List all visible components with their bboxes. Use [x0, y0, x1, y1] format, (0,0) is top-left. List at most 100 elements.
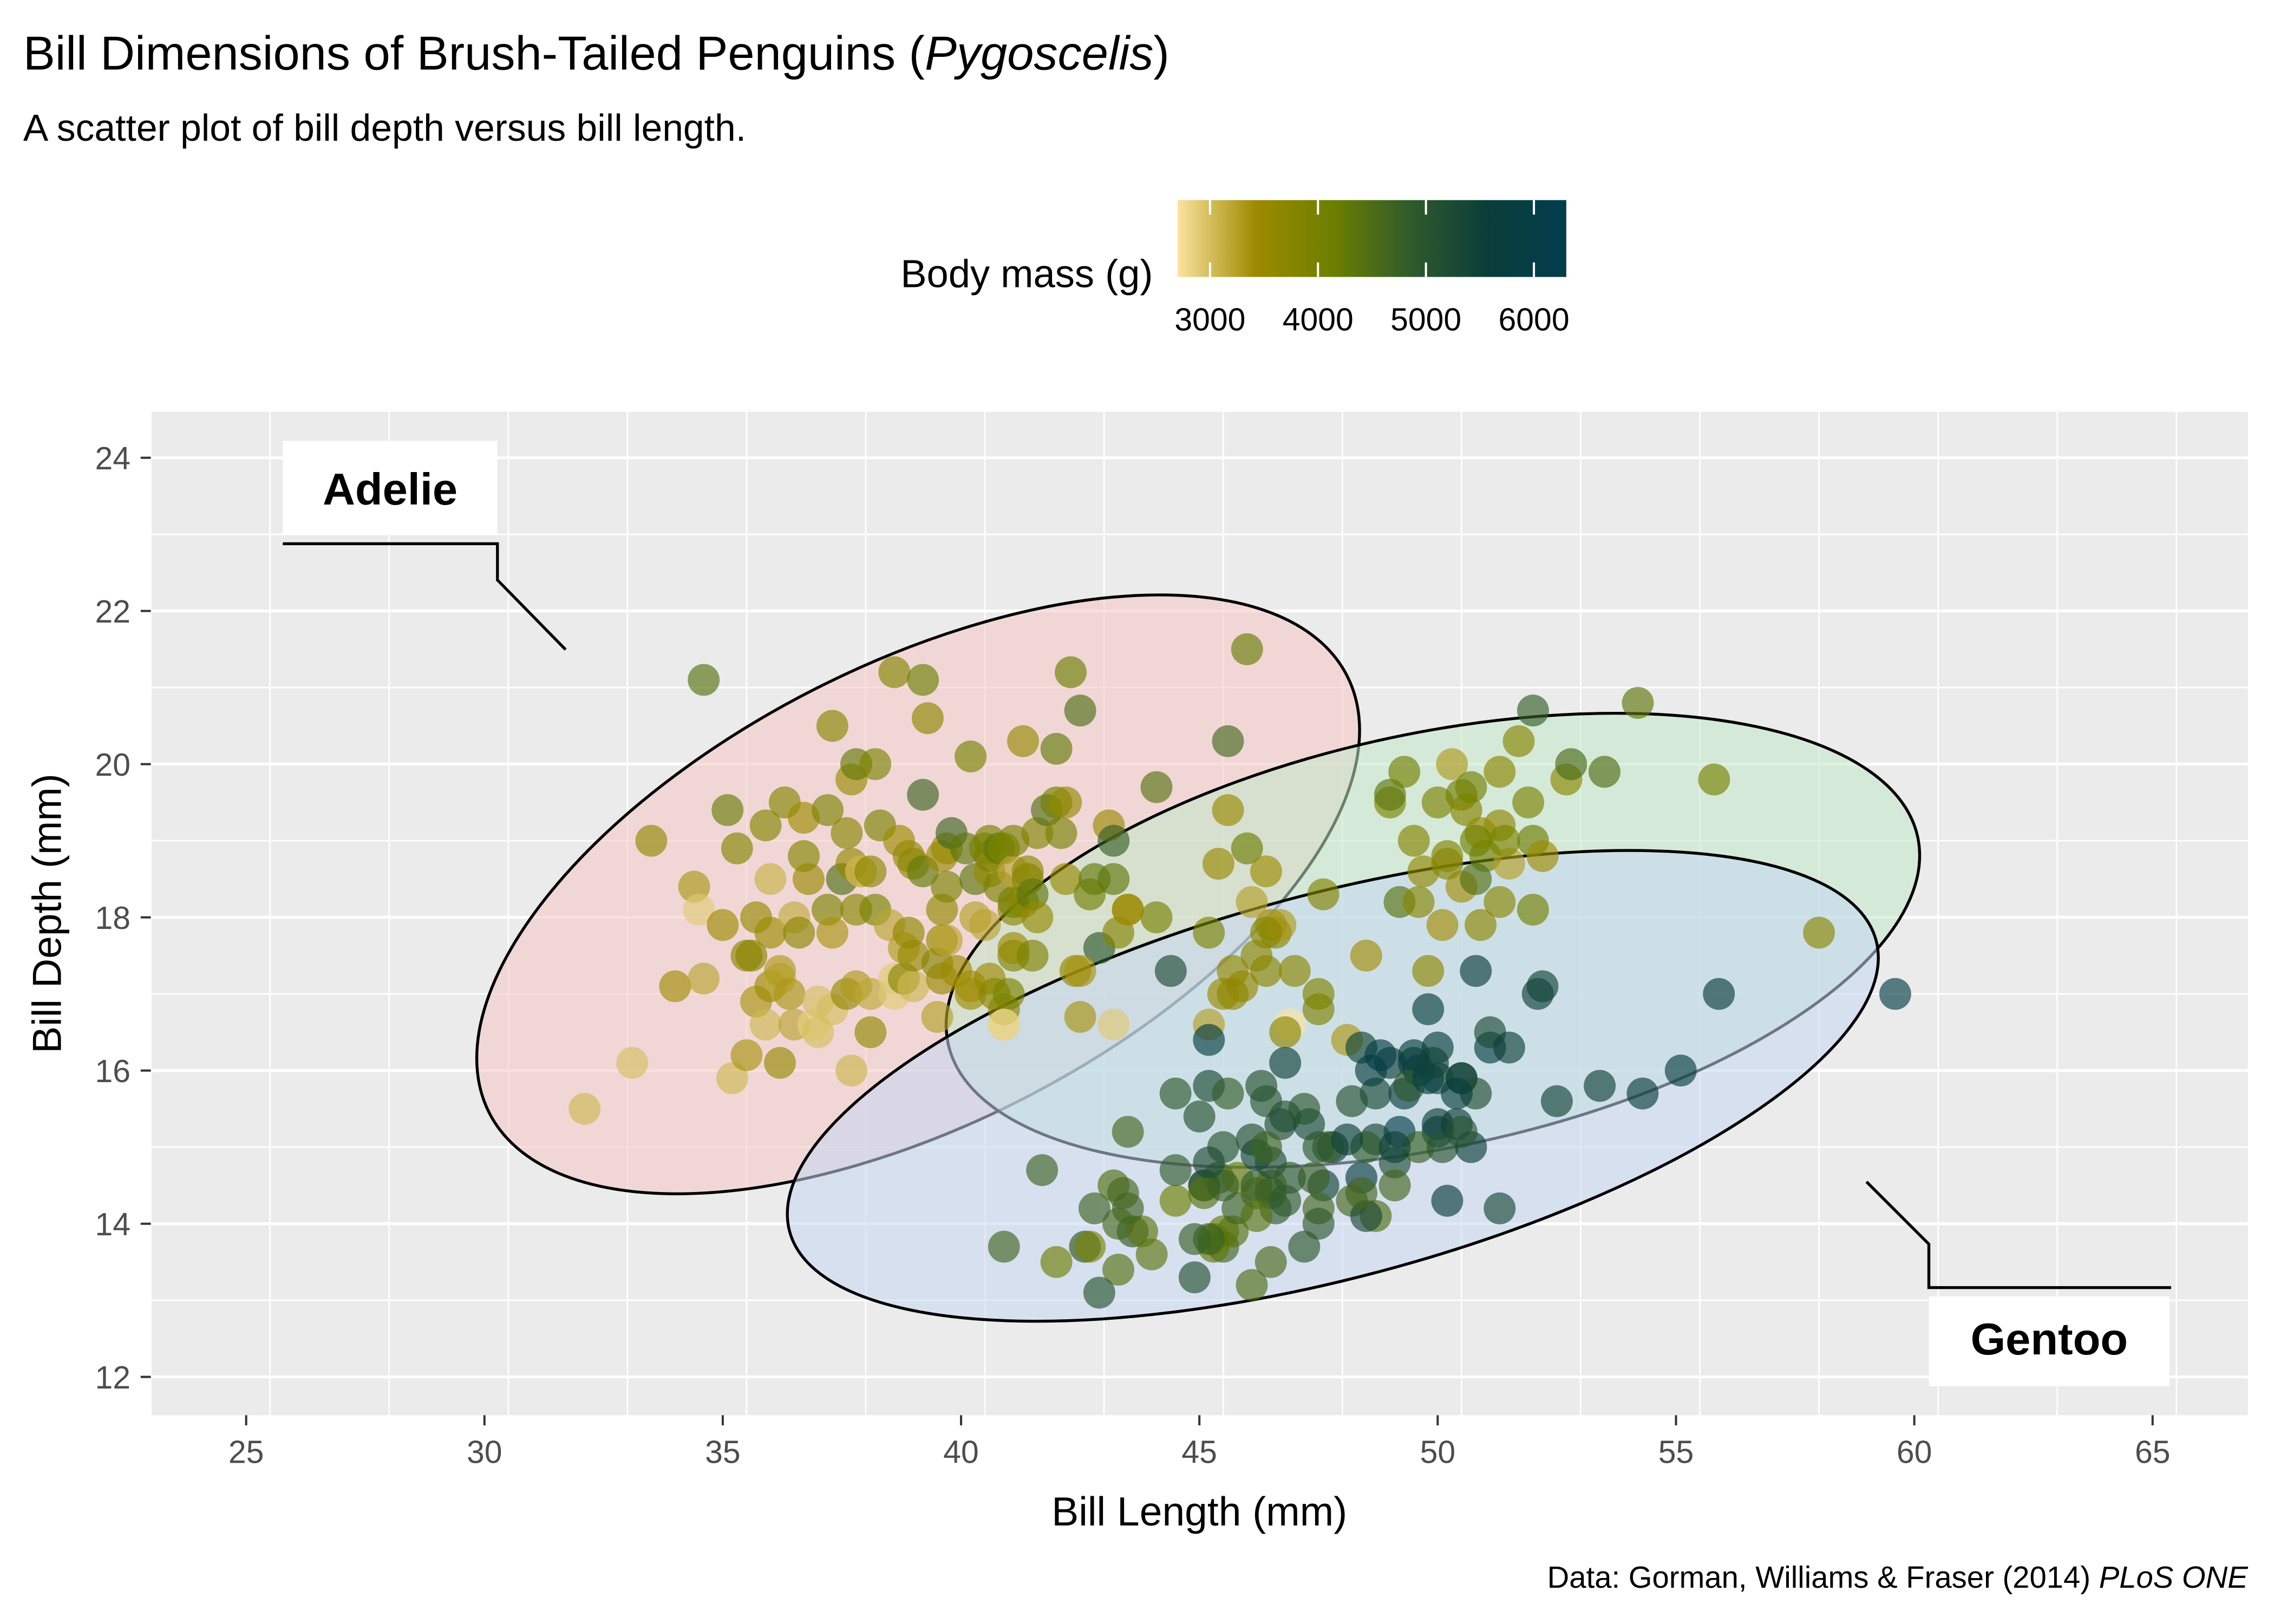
data-point: [1350, 939, 1382, 972]
data-point: [792, 863, 825, 895]
data-point: [635, 824, 668, 857]
data-point: [1455, 771, 1487, 803]
data-point: [707, 909, 739, 941]
data-point: [907, 664, 939, 696]
data-point: [1102, 1254, 1135, 1286]
data-point: [1288, 1092, 1321, 1125]
y-tick-label: 16: [95, 1054, 131, 1089]
caption-journal: PLoS ONE: [2099, 1560, 2249, 1594]
data-point: [1402, 1131, 1435, 1163]
data-point: [1250, 1085, 1282, 1117]
legend-tick-label: 6000: [1499, 303, 1570, 338]
data-point: [1102, 1208, 1135, 1240]
data-point: [1698, 763, 1730, 796]
data-point: [1050, 786, 1082, 818]
data-point: [812, 794, 844, 826]
data-point: [1484, 886, 1516, 918]
data-point: [688, 664, 720, 696]
data-point: [931, 924, 963, 957]
data-point: [1212, 794, 1244, 826]
data-point: [1250, 1131, 1282, 1163]
adelie-callout-line: [283, 542, 567, 651]
annotation-adelie: Adelie: [283, 441, 567, 651]
data-point: [835, 1055, 868, 1087]
adelie-label-box: [283, 441, 498, 534]
data-point: [1064, 695, 1096, 727]
annotation-gentoo: Gentoo: [1865, 1181, 2171, 1386]
data-point: [1397, 824, 1430, 857]
data-point: [1159, 1077, 1192, 1110]
ellipse-gentoo: [786, 849, 1880, 1323]
data-point: [955, 740, 987, 772]
data-point: [1484, 756, 1516, 788]
data-point: [1626, 1077, 1659, 1110]
data-point: [1431, 1184, 1463, 1217]
chart-subtitle: A scatter plot of bill depth versus bill…: [23, 107, 746, 149]
data-point: [1183, 1101, 1216, 1132]
data-point: [1202, 848, 1234, 880]
y-tick-label: 12: [95, 1360, 131, 1396]
data-point: [1445, 1116, 1478, 1148]
data-point: [1159, 1184, 1192, 1217]
data-point: [616, 1046, 649, 1079]
y-tick-label: 24: [95, 441, 131, 476]
data-point: [1441, 1077, 1473, 1110]
data-point: [1083, 1276, 1115, 1309]
data-point: [1107, 1177, 1139, 1209]
data-point: [1465, 909, 1497, 941]
data-point: [1250, 855, 1282, 888]
x-axis-title: Bill Length (mm): [1051, 1489, 1347, 1534]
data-point: [1193, 1146, 1225, 1178]
data-point: [1112, 893, 1144, 926]
x-tick-label: 35: [705, 1435, 741, 1470]
data-point: [1055, 656, 1087, 689]
data-point: [773, 978, 806, 1010]
data-point: [1517, 893, 1549, 926]
data-point: [1307, 878, 1339, 911]
data-point: [1493, 1031, 1525, 1064]
data-point: [783, 916, 815, 949]
data-point: [931, 870, 963, 903]
data-point: [1112, 1116, 1144, 1148]
x-tick-label: 30: [467, 1435, 502, 1470]
legend-ticks: 3000 4000 5000 6000: [1174, 200, 1570, 338]
data-point: [1584, 1070, 1616, 1102]
y-tick-label: 18: [95, 901, 131, 936]
data-point: [1217, 978, 1249, 1010]
data-point: [1417, 1046, 1449, 1079]
data-point: [1622, 686, 1654, 719]
data-point: [754, 863, 787, 895]
data-point: [854, 855, 887, 888]
data-point: [1045, 817, 1077, 849]
data-point: [1302, 1208, 1335, 1240]
data-point: [1879, 978, 1911, 1010]
data-point: [1588, 756, 1620, 788]
data-point: [1026, 1154, 1058, 1186]
legend-colorbar: [1178, 200, 1566, 277]
gentoo-label-box: [1929, 1296, 2170, 1386]
data-point: [816, 916, 848, 949]
data-point: [1240, 1200, 1273, 1232]
data-point: [1336, 1085, 1368, 1117]
data-point: [1378, 1169, 1411, 1202]
data-point: [1512, 786, 1545, 818]
data-point: [1278, 955, 1311, 987]
data-point: [1178, 1261, 1211, 1294]
data-point: [1212, 1077, 1244, 1110]
data-point: [688, 962, 720, 995]
data-point: [1154, 955, 1187, 987]
data-point: [1236, 1269, 1268, 1301]
x-tick-label: 50: [1420, 1435, 1456, 1470]
x-tick-label: 60: [1897, 1435, 1932, 1470]
data-point: [1374, 778, 1406, 811]
y-tick-label: 14: [95, 1207, 131, 1242]
data-point: [1431, 848, 1463, 880]
data-point: [1140, 771, 1173, 803]
data-point: [1460, 863, 1492, 895]
data-point: [711, 794, 744, 826]
data-point: [988, 1230, 1020, 1263]
data-point: [721, 832, 753, 865]
data-point: [1007, 725, 1039, 757]
data-point: [1064, 1001, 1096, 1033]
